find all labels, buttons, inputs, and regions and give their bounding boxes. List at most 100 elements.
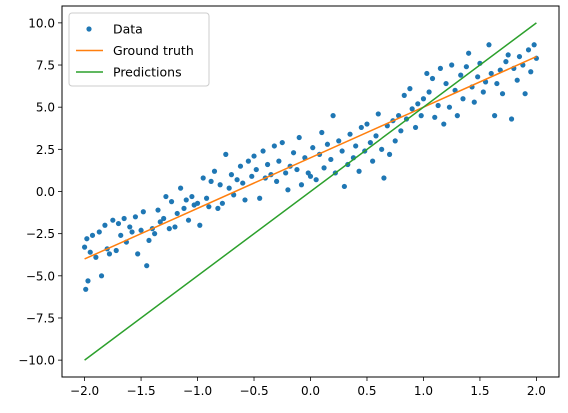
legend-swatch-data [86,26,92,32]
data-point [353,143,359,149]
data-point [84,236,90,242]
data-point [514,77,520,83]
data-point [418,113,424,119]
data-point [237,163,244,169]
data-point [358,124,364,131]
data-point [290,150,297,156]
data-point [330,113,336,119]
data-point [102,222,108,228]
data-point [245,158,251,164]
data-point [370,158,376,164]
data-point [429,75,436,82]
data-point [157,219,163,225]
data-point [283,170,289,176]
data-point [296,134,302,141]
data-point [253,166,259,173]
data-point [98,273,105,279]
data-point [321,165,327,171]
data-point [375,111,381,117]
y-tick-label: 7.5 [36,59,55,73]
data-point [172,224,178,230]
data-point [443,80,449,87]
data-point [234,177,240,183]
x-tick-label: 0.0 [301,384,320,398]
data-point [347,131,353,137]
data-point [480,89,486,95]
data-point [146,237,152,244]
data-point [412,124,419,131]
y-tick-label: −10.0 [18,354,55,368]
data-point [203,195,210,201]
y-tick-label: 0.0 [36,185,55,199]
data-point [166,226,172,232]
data-point [144,263,150,269]
data-point [441,121,447,127]
data-point [264,161,271,168]
data-point [200,175,206,181]
data-point [206,204,212,210]
data-point [189,193,195,200]
data-point [367,139,373,146]
data-point [271,143,277,149]
data-point [85,278,91,284]
data-point [319,129,325,136]
data-point [341,183,347,190]
data-point [110,217,116,223]
data-point [313,177,319,183]
data-point [356,168,362,174]
data-point [522,91,528,97]
data-point [228,172,235,178]
data-point [432,114,438,120]
legend-box [68,12,210,87]
data-point [298,182,305,188]
data-point [424,70,430,77]
data-point [138,227,144,233]
y-tick-label: −5.0 [26,269,55,283]
data-point [96,229,102,235]
data-point [488,70,494,77]
x-tick-label: 0.5 [357,384,376,398]
legend-label-data: Data [113,22,143,37]
legend: Data Ground truth Predictions [68,12,210,87]
data-point [185,217,192,223]
data-point [516,53,523,60]
data-point [113,247,119,254]
data-point [83,286,89,292]
data-point [471,99,477,105]
data-point [386,151,393,157]
legend-label-ground-truth: Ground truth [113,43,194,58]
legend-label-predictions: Predictions [113,65,182,80]
data-point [242,197,248,203]
data-point [89,232,96,238]
x-tick-label: 1.0 [414,384,433,398]
data-point [463,64,469,70]
data-point [93,254,99,260]
data-point [276,158,282,164]
data-point [249,173,255,179]
data-point [525,47,532,53]
plot-marks [81,22,540,361]
data-point [426,89,432,95]
data-point [310,145,316,151]
data-point [197,222,203,228]
data-point [223,151,229,157]
x-tick-label: −1.0 [183,384,212,398]
data-point [533,55,540,61]
data-point [194,200,201,206]
data-point [115,220,122,227]
data-point [415,101,421,107]
data-point [437,65,443,71]
data-point [466,50,472,56]
data-point [81,244,88,250]
data-point [420,96,427,102]
y-tick-label: −7.5 [26,311,55,325]
data-point [163,193,169,200]
data-point [398,128,404,134]
data-point [307,173,314,179]
data-point [392,138,398,144]
data-point [87,249,93,255]
data-point [279,139,285,146]
data-point [492,113,498,119]
data-point [129,229,135,235]
data-point [208,178,214,184]
